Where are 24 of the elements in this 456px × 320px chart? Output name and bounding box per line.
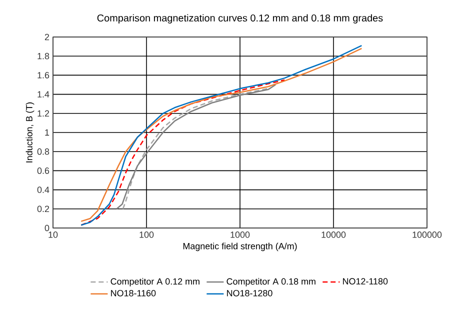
y-tick-label: 2 [44,34,50,40]
legend-label: Competitor A 0.12 mm [110,278,200,286]
y-tick-label: 1.2 [38,110,50,117]
x-axis-title: Magnetic field strength (A/m) [183,242,297,252]
chart-title: Comparison magnetization curves 0.12 mm and 0.18 mm grades [97,14,383,24]
y-tick-label: 0 [44,224,50,232]
x-tick-label: 10000 [322,232,346,238]
x-tick-label: 1000 [230,232,250,238]
legend-label: NO18-1280 [227,290,272,296]
y-tick-label: 0.6 [37,168,50,174]
y-tick-label: 1.8 [38,52,50,60]
y-tick-label: 0.4 [37,186,50,193]
y-tick-label: 1.4 [38,91,50,98]
legend-label: NO12-1180 [343,278,388,284]
legend-label: Competitor A 0.18 mm [226,278,316,286]
y-tick-label: 1 [45,129,50,136]
y-tick-label: 0.8 [37,148,50,155]
y-axis-title: Induction, B (T) [26,102,34,162]
x-tick-label: 10 [48,232,58,238]
x-tick-label: 100 [140,232,154,238]
y-tick-label: 1.6 [38,72,50,78]
x-tick-label: 100000 [412,232,442,238]
y-tick-label: 0.2 [37,206,50,212]
legend-label: NO18-1160 [111,290,156,296]
